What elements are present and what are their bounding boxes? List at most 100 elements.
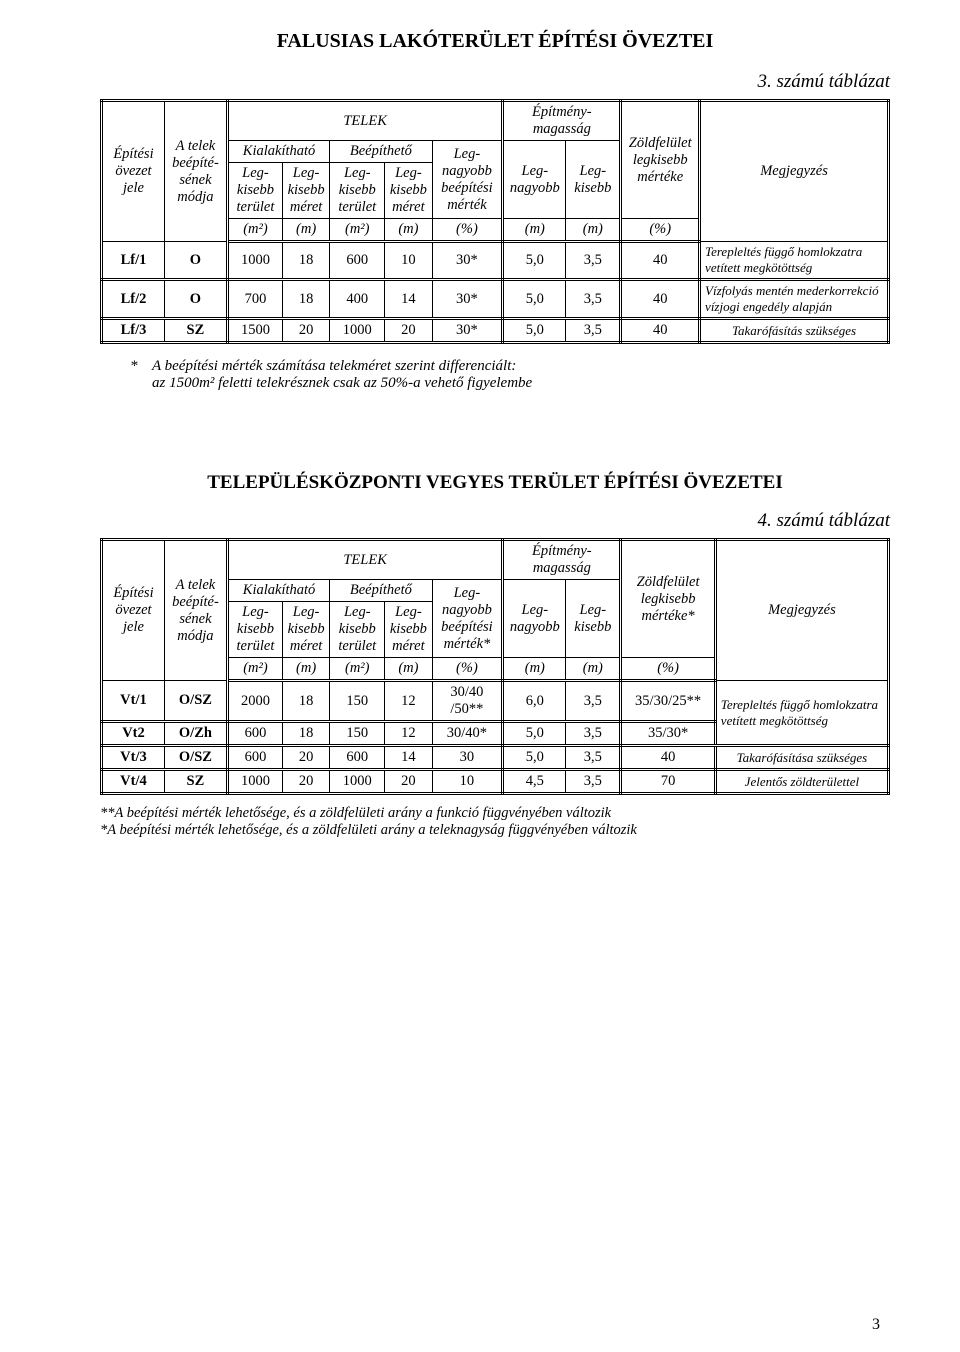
h-beep: Beépíthető — [330, 141, 432, 163]
t2r1-c8: 35/30/25** — [621, 681, 715, 722]
h2-lnb: Leg-nagyobb beépítési mérték* — [432, 580, 503, 658]
t2r2-c1: 600 — [227, 722, 282, 746]
t2r1-c4: 12 — [385, 681, 432, 722]
t2r1-c1: 2000 — [227, 681, 282, 722]
section-2: TELEPÜLÉSKÖZPONTI VEGYES TERÜLET ÉPÍTÉSI… — [100, 472, 890, 839]
table-row: Vt/3 O/SZ 600 20 600 14 30 5,0 3,5 40 Ta… — [102, 746, 889, 770]
page: FALUSIAS LAKÓTERÜLET ÉPÍTÉSI ÖVEZTEI 3. … — [0, 0, 960, 1352]
u24: (m) — [385, 658, 432, 681]
r2-c8: 40 — [621, 280, 700, 319]
r1-c8: 40 — [621, 242, 700, 280]
u1: (m²) — [227, 219, 282, 242]
t2r1-c7: 3,5 — [566, 681, 621, 722]
t2r3-id: Vt/3 — [102, 746, 165, 770]
t2r2-c6: 5,0 — [503, 722, 566, 746]
t2r4-c7: 3,5 — [566, 770, 621, 794]
u21: (m²) — [227, 658, 282, 681]
h-telek: TELEK — [227, 101, 502, 141]
section-1-title: FALUSIAS LAKÓTERÜLET ÉPÍTÉSI ÖVEZTEI — [100, 30, 890, 53]
t2r4-mode: SZ — [164, 770, 227, 794]
h2-lkm1: Leg-kisebb méret — [282, 602, 329, 658]
r1-id: Lf/1 — [102, 242, 165, 280]
r2-note: Vízfolyás mentén mederkorrekció vízjogi … — [700, 280, 889, 319]
r2-c3: 400 — [330, 280, 385, 319]
r3-c1: 1500 — [227, 319, 282, 343]
h2-lk: Leg-kisebb — [566, 580, 621, 658]
r1-c7: 3,5 — [566, 242, 621, 280]
u28: (%) — [621, 658, 715, 681]
t2r2-c8: 35/30* — [621, 722, 715, 746]
r2-c4: 14 — [385, 280, 432, 319]
t2r3-note: Takarófásítása szükséges — [715, 746, 888, 770]
footnote-star: * — [130, 358, 152, 392]
h2-lkt2: Leg-kisebb terület — [330, 602, 385, 658]
u3: (m²) — [330, 219, 385, 242]
h2-col2: A telek beépíté-sének módja — [164, 540, 227, 681]
u25: (%) — [432, 658, 503, 681]
t2r3-mode: O/SZ — [164, 746, 227, 770]
h-lkt2: Leg-kisebb terület — [330, 163, 385, 219]
u8: (%) — [621, 219, 700, 242]
h-lkt1: Leg-kisebb terület — [227, 163, 282, 219]
h2-zold: Zöldfelület legkisebb mértéke* — [621, 540, 715, 658]
footnotes-2: **A beépítési mérték lehetősége, és a zö… — [100, 805, 890, 839]
table-1-body: Lf/1 O 1000 18 600 10 30* 5,0 3,5 40 Ter… — [102, 242, 889, 343]
r1-c1: 1000 — [227, 242, 282, 280]
t2r1-c3: 150 — [330, 681, 385, 722]
r1-c5: 30* — [432, 242, 503, 280]
h2-epitmeny: Építmény-magasság — [503, 540, 621, 580]
r1-note: Terepleltés függő homlokzatra vetített m… — [700, 242, 889, 280]
t2r3-c4: 14 — [385, 746, 432, 770]
table-1: Építési övezet jele A telek beépíté-séne… — [100, 99, 890, 344]
footnote-1: * A beépítési mérték számítása telekmére… — [130, 358, 890, 392]
r3-c7: 3,5 — [566, 319, 621, 343]
h2-kial: Kialakítható — [227, 580, 329, 602]
r3-c6: 5,0 — [503, 319, 566, 343]
r3-id: Lf/3 — [102, 319, 165, 343]
u2: (m) — [282, 219, 329, 242]
t2r1-c6: 6,0 — [503, 681, 566, 722]
t2r4-c6: 4,5 — [503, 770, 566, 794]
t2r4-c5: 10 — [432, 770, 503, 794]
r3-c3: 1000 — [330, 319, 385, 343]
t2r4-c4: 20 — [385, 770, 432, 794]
t2r3-c3: 600 — [330, 746, 385, 770]
r1-c6: 5,0 — [503, 242, 566, 280]
table-row: Lf/3 SZ 1500 20 1000 20 30* 5,0 3,5 40 T… — [102, 319, 889, 343]
h2-megj: Megjegyzés — [715, 540, 888, 681]
h-ln: Leg-nagyobb — [503, 141, 566, 219]
r3-c8: 40 — [621, 319, 700, 343]
r2-id: Lf/2 — [102, 280, 165, 319]
r3-c5: 30* — [432, 319, 503, 343]
r1-c3: 600 — [330, 242, 385, 280]
h2-lkt1: Leg-kisebb terület — [227, 602, 282, 658]
r3-note: Takarófásítás szükséges — [700, 319, 889, 343]
h2-telek: TELEK — [227, 540, 502, 580]
table-number-2: 4. számú táblázat — [100, 510, 890, 532]
r2-c1: 700 — [227, 280, 282, 319]
r2-c6: 5,0 — [503, 280, 566, 319]
section-1: FALUSIAS LAKÓTERÜLET ÉPÍTÉSI ÖVEZTEI 3. … — [100, 30, 890, 392]
t2r3-c2: 20 — [282, 746, 329, 770]
u4: (m) — [385, 219, 432, 242]
t2r2-c2: 18 — [282, 722, 329, 746]
r2-mode: O — [164, 280, 227, 319]
t2r1-c2: 18 — [282, 681, 329, 722]
footnote-2b: *A beépítési mérték lehetősége, és a zöl… — [100, 822, 890, 839]
t2r3-c1: 600 — [227, 746, 282, 770]
section-2-title: TELEPÜLÉSKÖZPONTI VEGYES TERÜLET ÉPÍTÉSI… — [100, 472, 890, 494]
h2-ln: Leg-nagyobb — [503, 580, 566, 658]
r2-c2: 18 — [282, 280, 329, 319]
table-2-head: Építési övezet jele A telek beépíté-séne… — [102, 540, 889, 681]
h-lk: Leg-kisebb — [566, 141, 621, 219]
t2r3-c8: 40 — [621, 746, 715, 770]
r2-c7: 3,5 — [566, 280, 621, 319]
table-row: Vt/1 O/SZ 2000 18 150 12 30/40 /50** 6,0… — [102, 681, 889, 722]
t2r2-c3: 150 — [330, 722, 385, 746]
t2r2-id: Vt2 — [102, 722, 165, 746]
h-lkm2: Leg-kisebb méret — [385, 163, 432, 219]
u7: (m) — [566, 219, 621, 242]
t2r1-id: Vt/1 — [102, 681, 165, 722]
t2r2-mode: O/Zh — [164, 722, 227, 746]
r1-c2: 18 — [282, 242, 329, 280]
